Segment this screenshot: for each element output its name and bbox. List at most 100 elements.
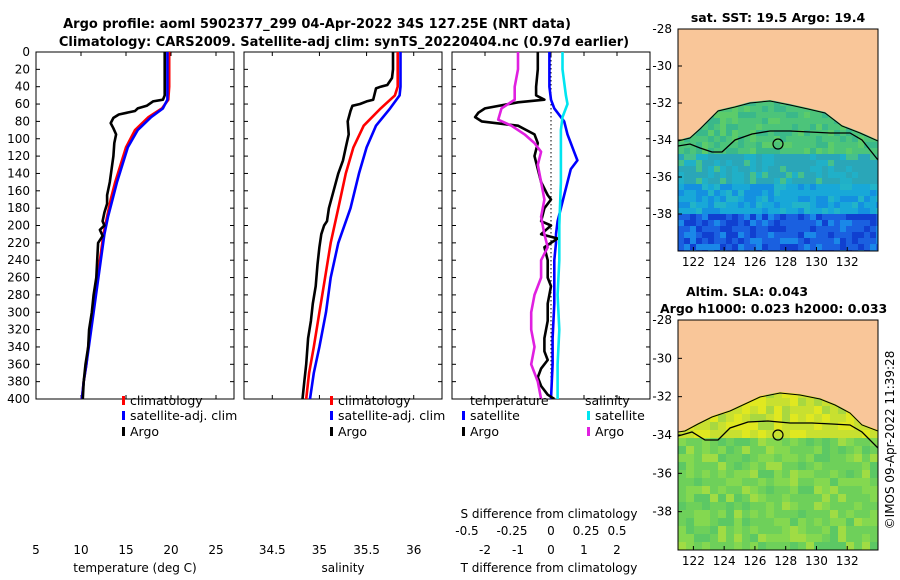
sla-cell (782, 454, 790, 462)
depth-tick-label: 60 (15, 97, 30, 111)
sst-cell (798, 172, 804, 178)
sst-cell (822, 166, 828, 172)
sst-cell (762, 124, 768, 130)
sla-cell (838, 486, 846, 494)
sst-cell (678, 190, 684, 196)
sst-cell (816, 118, 822, 124)
sla-cell (710, 486, 718, 494)
sst-cell (738, 208, 744, 214)
sst-cell (852, 172, 858, 178)
sst-cell (744, 130, 750, 136)
sst-cell (816, 214, 822, 220)
sst-cell (708, 118, 714, 124)
sst-cell (840, 154, 846, 160)
legend-s-satellite: satellite (595, 408, 645, 423)
sst-cell (816, 160, 822, 166)
sst-cell (774, 124, 780, 130)
temperature-xlabel: temperature (deg C) (73, 561, 196, 575)
sst-cell (684, 238, 690, 244)
sst-cell (678, 238, 684, 244)
sst-cell (738, 154, 744, 160)
sst-cell (774, 190, 780, 196)
sst-cell (870, 220, 876, 226)
sst-cell (840, 124, 846, 130)
sst-cell (756, 118, 762, 124)
sst-cell (810, 142, 816, 148)
sla-cell (798, 454, 806, 462)
sla-cell (678, 510, 686, 518)
sst-cell (738, 148, 744, 154)
sst-cell (810, 172, 816, 178)
sst-cell (876, 172, 878, 178)
x-tick-label: 34.5 (259, 543, 286, 557)
sst-cell (798, 238, 804, 244)
sla-cell (822, 414, 830, 422)
sla-cell (806, 542, 814, 550)
sst-cell (738, 124, 744, 130)
sst-cell (720, 160, 726, 166)
sst-cell (870, 214, 876, 220)
sla-cell (846, 414, 854, 422)
sst-cell (720, 166, 726, 172)
sst-cell (738, 184, 744, 190)
sst-cell (810, 130, 816, 136)
sst-cell (834, 148, 840, 154)
sst-cell (732, 130, 738, 136)
sla-cell (782, 486, 790, 494)
sst-cell (768, 154, 774, 160)
sst-cell (810, 190, 816, 196)
sst-cell (852, 208, 858, 214)
map-x-tick-label: 130 (805, 255, 828, 269)
sla-cell (702, 518, 710, 526)
sla-cell (862, 494, 870, 502)
sla-cell (782, 422, 790, 430)
sst-cell (714, 172, 720, 178)
sst-cell (702, 178, 708, 184)
sla-cell (702, 502, 710, 510)
land-mask (678, 29, 878, 140)
temperature-x-axis: 5 10 15 20 25 (32, 52, 224, 557)
sst-cell (714, 136, 720, 142)
sst-cell (864, 172, 870, 178)
sla-cell (838, 518, 846, 526)
sla-cell (790, 510, 798, 518)
sla-cell (766, 462, 774, 470)
sst-cell (720, 154, 726, 160)
sst-cell (684, 148, 690, 154)
sla-cell (726, 478, 734, 486)
sla-cell (854, 542, 862, 550)
sla-cell (734, 454, 742, 462)
sst-cell (744, 196, 750, 202)
sla-cell (790, 478, 798, 486)
sla-cell (774, 542, 782, 550)
sst-cell (774, 208, 780, 214)
sst-cell (744, 220, 750, 226)
sla-cell (862, 462, 870, 470)
sst-cell (762, 100, 768, 106)
sst-cell (774, 106, 780, 112)
sla-cell (702, 494, 710, 502)
sst-cell (702, 196, 708, 202)
sla-cell (718, 502, 726, 510)
sst-cell (726, 130, 732, 136)
legend-swatch-argo (122, 427, 125, 436)
sla-cell (798, 526, 806, 534)
x-tick-label: 15 (118, 543, 133, 557)
sst-cell (792, 226, 798, 232)
sla-cell (734, 502, 742, 510)
sst-cell (714, 220, 720, 226)
sla-cell (838, 470, 846, 478)
sla-cell (750, 446, 758, 454)
sla-cell (742, 438, 750, 446)
sla-cell (830, 502, 838, 510)
sst-cell (834, 154, 840, 160)
sst-cell (738, 178, 744, 184)
sst-cell (702, 214, 708, 220)
sst-cell (852, 178, 858, 184)
sst-cell (828, 124, 834, 130)
sst-cell (828, 166, 834, 172)
temperature-legend: climatology satellite-adj. clim Argo (122, 393, 237, 439)
sst-cell (738, 130, 744, 136)
sst-cell (768, 130, 774, 136)
sla-cell (774, 526, 782, 534)
